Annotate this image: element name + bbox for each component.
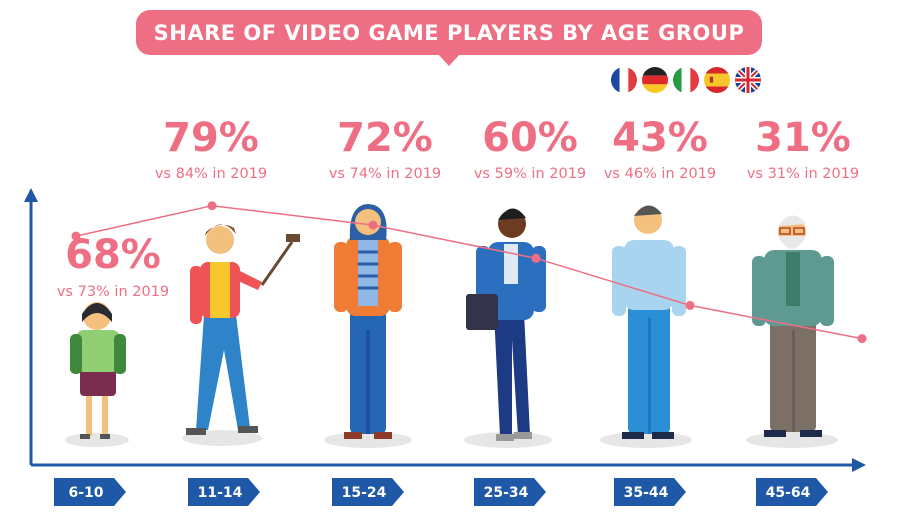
category-tag bbox=[474, 478, 546, 506]
value-label: 60% bbox=[482, 115, 578, 161]
country-flags bbox=[611, 67, 761, 93]
teen-figure-illustration bbox=[182, 224, 300, 446]
flag-spain-icon bbox=[704, 67, 730, 93]
category-label: 6-10 bbox=[68, 485, 103, 501]
data-point bbox=[531, 253, 541, 263]
x-axis-arrow bbox=[852, 458, 866, 472]
category-tag bbox=[188, 478, 260, 506]
series-line bbox=[75, 204, 863, 340]
category-label: 35-44 bbox=[624, 485, 669, 501]
series-line-layer bbox=[71, 201, 867, 344]
category-tags-layer: 6-10 11-14 15-24 25-34 35-44 45-64 bbox=[54, 478, 828, 506]
axes bbox=[24, 188, 866, 472]
chart-title: SHARE OF VIDEO GAME PLAYERS BY AGE GROUP bbox=[136, 10, 762, 55]
title-bubble-tail bbox=[438, 54, 460, 66]
figures bbox=[65, 204, 838, 448]
value-label: 31% bbox=[755, 115, 851, 161]
flag-italy-icon bbox=[673, 67, 699, 93]
comparison-label: vs 31% in 2019 bbox=[747, 166, 859, 182]
comparison-label: vs 46% in 2019 bbox=[604, 166, 716, 182]
data-point bbox=[857, 334, 867, 344]
category-label: 11-14 bbox=[198, 485, 243, 501]
flag-germany-icon bbox=[642, 67, 668, 93]
category-tag bbox=[332, 478, 404, 506]
data-point bbox=[207, 201, 217, 211]
comparison-label: vs 74% in 2019 bbox=[329, 166, 441, 182]
y-axis-arrow bbox=[24, 188, 38, 202]
value-label: 72% bbox=[337, 115, 433, 161]
data-point bbox=[71, 231, 81, 241]
child-figure-illustration bbox=[65, 302, 129, 447]
value-label: 43% bbox=[612, 115, 708, 161]
woman-figure-illustration bbox=[324, 204, 412, 448]
category-tag bbox=[756, 478, 828, 506]
comparison-label: vs 59% in 2019 bbox=[474, 166, 586, 182]
comparison-label: vs 84% in 2019 bbox=[155, 166, 267, 182]
category-label: 45-64 bbox=[766, 485, 811, 501]
value-label: 79% bbox=[163, 115, 259, 161]
data-point bbox=[368, 220, 378, 230]
older-man-figure-illustration bbox=[746, 215, 838, 448]
category-label: 25-34 bbox=[484, 485, 529, 501]
comparison-label: vs 73% in 2019 bbox=[57, 284, 169, 300]
category-tag bbox=[54, 478, 126, 506]
data-point bbox=[685, 300, 695, 310]
man-shirt-figure-illustration bbox=[600, 205, 692, 448]
category-label: 15-24 bbox=[342, 485, 387, 501]
flag-france-icon bbox=[611, 67, 637, 93]
man-suit-figure-illustration bbox=[464, 208, 552, 448]
value-label: 68% bbox=[65, 232, 161, 278]
data-labels-layer: 68% vs 73% in 2019 79% vs 84% in 2019 72% vs … bbox=[57, 115, 859, 300]
category-tag bbox=[614, 478, 686, 506]
